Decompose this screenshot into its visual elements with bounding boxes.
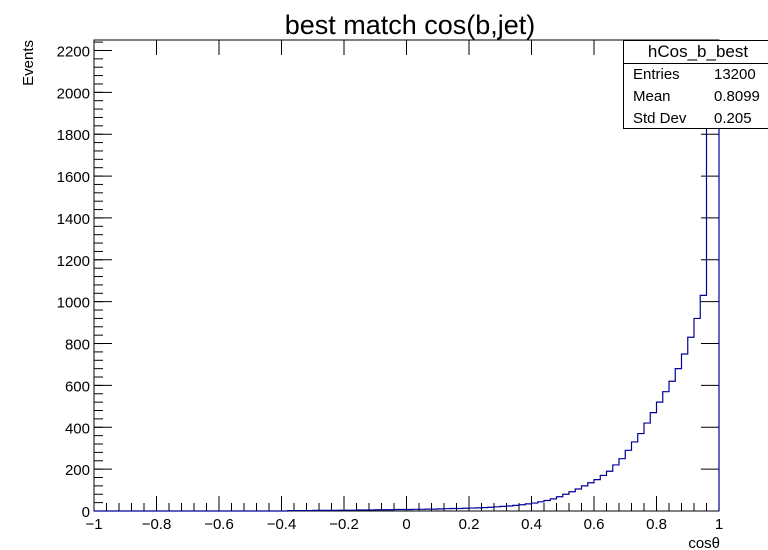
- y-tick-label: 1200: [57, 253, 90, 270]
- x-tick-label: 1: [715, 516, 723, 533]
- y-axis-label: Events: [20, 40, 37, 86]
- stats-entries-row: Entries 13200: [624, 64, 768, 86]
- x-tick-label: 0.4: [521, 516, 542, 533]
- y-tick-label: 400: [65, 420, 90, 437]
- x-axis-label: cosθ: [688, 535, 720, 550]
- histogram-series: [94, 49, 720, 512]
- mean-label: Mean: [633, 88, 671, 105]
- stats-title: hCos_b_best: [624, 41, 768, 64]
- y-tick-label: 0: [82, 504, 90, 521]
- x-tick-label: −0.4: [267, 516, 297, 533]
- stddev-label: Std Dev: [633, 110, 687, 127]
- x-tick-label: 0: [402, 516, 410, 533]
- y-tick-label: 2000: [57, 85, 90, 102]
- y-tick-label: 1000: [57, 295, 90, 312]
- y-tick-label: 600: [65, 378, 90, 395]
- x-tick-label: 0.8: [646, 516, 667, 533]
- chart-title: best match cos(b,jet): [284, 10, 536, 40]
- stats-stddev-row: Std Dev 0.205: [624, 108, 768, 130]
- y-tick-label: 800: [65, 337, 90, 354]
- x-tick-label: −0.2: [329, 516, 359, 533]
- stats-mean-row: Mean 0.8099: [624, 86, 768, 108]
- entries-value: 13200: [714, 66, 756, 83]
- y-tick-label: 1400: [57, 211, 90, 228]
- x-tick-label: 0.6: [584, 516, 605, 533]
- x-tick-label: −1: [85, 516, 102, 533]
- y-tick-label: 2200: [57, 43, 90, 60]
- y-tick-label: 1800: [57, 127, 90, 144]
- stats-box: hCos_b_best Entries 13200 Mean 0.8099 St…: [623, 40, 768, 129]
- y-tick-label: 1600: [57, 169, 90, 186]
- x-tick-label: 0.2: [459, 516, 480, 533]
- x-tick-label: −0.8: [142, 516, 172, 533]
- stddev-value: 0.205: [714, 110, 752, 127]
- entries-label: Entries: [633, 66, 680, 83]
- x-tick-label: −0.6: [204, 516, 234, 533]
- y-tick-label: 200: [65, 462, 90, 479]
- mean-value: 0.8099: [714, 88, 760, 105]
